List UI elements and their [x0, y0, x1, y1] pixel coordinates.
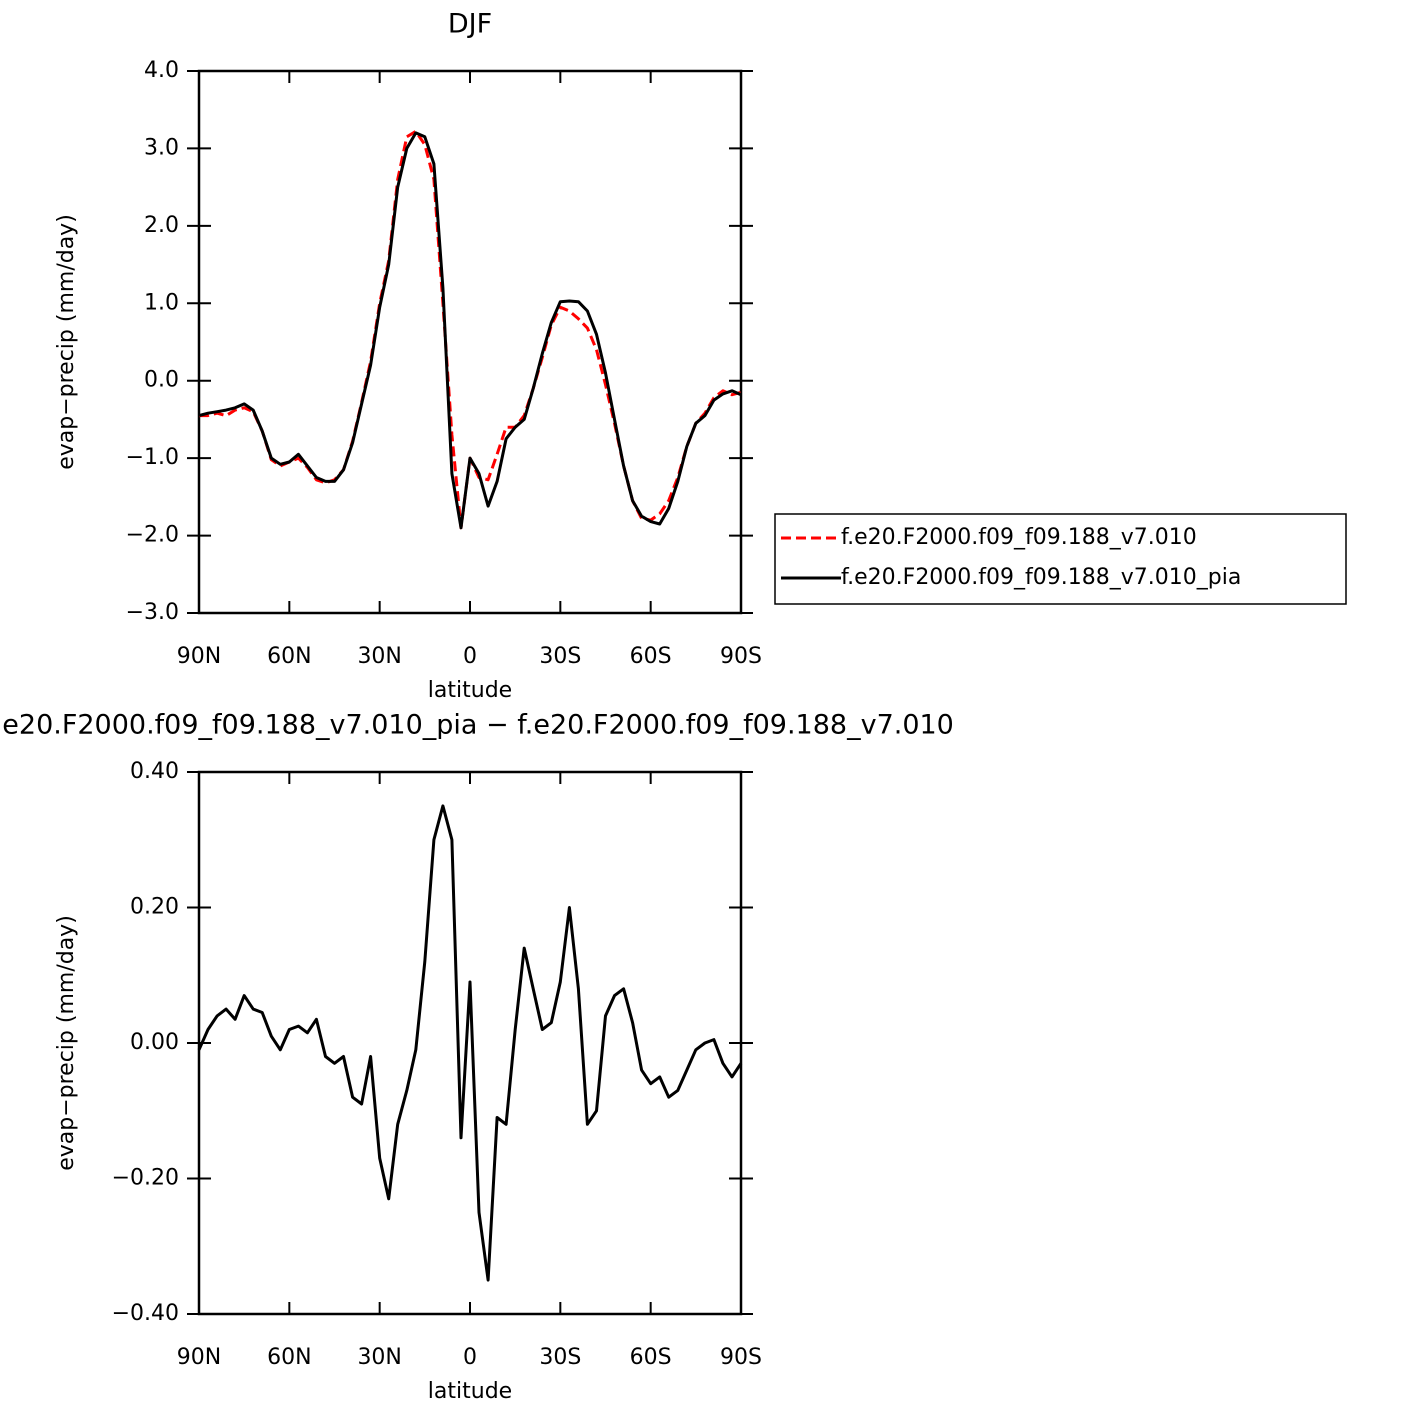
y-tick-label: 0.20 [130, 895, 179, 920]
x-tick-label: 30S [539, 1345, 581, 1370]
chart-title: f.e20.F2000.f09_f09.188_v7.010_pia − f.e… [0, 710, 954, 741]
x-tick-label: 90N [177, 644, 221, 669]
y-axis-label: evap−precip (mm/day) [54, 915, 79, 1171]
x-tick-label: 60N [267, 644, 311, 669]
y-tick-label: 3.0 [144, 135, 179, 160]
y-tick-label: −1.0 [126, 445, 179, 470]
x-tick-label: 90S [720, 1345, 762, 1370]
x-tick-label: 0 [463, 1345, 477, 1370]
chart-title: DJF [448, 9, 492, 40]
legend-box [774, 513, 1347, 605]
data-line [198, 131, 742, 530]
data-line [197, 804, 743, 1282]
legend-label: f.e20.F2000.f09_f09.188_v7.010_pia [841, 565, 1241, 590]
x-tick-label: 30N [357, 1345, 401, 1370]
y-tick-label: 4.0 [144, 58, 179, 83]
x-tick-label: 90S [720, 644, 762, 669]
y-tick-label: 0.0 [144, 368, 179, 393]
y-tick-label: −3.0 [126, 600, 179, 625]
x-tick-label: 90N [177, 1345, 221, 1370]
x-tick-label: 60N [267, 1345, 311, 1370]
y-tick-label: 1.0 [144, 290, 179, 315]
y-tick-label: 0.00 [130, 1030, 179, 1055]
legend-label: f.e20.F2000.f09_f09.188_v7.010 [841, 525, 1197, 550]
x-tick-label: 30N [357, 644, 401, 669]
y-tick-label: 2.0 [144, 213, 179, 238]
x-tick-label: 60S [630, 1345, 672, 1370]
y-axis-label: evap−precip (mm/day) [54, 214, 79, 470]
x-axis-label: latitude [428, 1379, 512, 1404]
x-tick-label: 30S [539, 644, 581, 669]
plot-frame [197, 770, 743, 1316]
x-axis-label: latitude [428, 678, 512, 703]
y-tick-label: −0.40 [112, 1301, 179, 1326]
y-tick-label: 0.40 [130, 759, 179, 784]
x-tick-label: 60S [630, 644, 672, 669]
y-tick-label: −0.20 [112, 1166, 179, 1191]
y-tick-label: −2.0 [126, 523, 179, 548]
x-tick-label: 0 [463, 644, 477, 669]
plot-frame [197, 69, 743, 615]
